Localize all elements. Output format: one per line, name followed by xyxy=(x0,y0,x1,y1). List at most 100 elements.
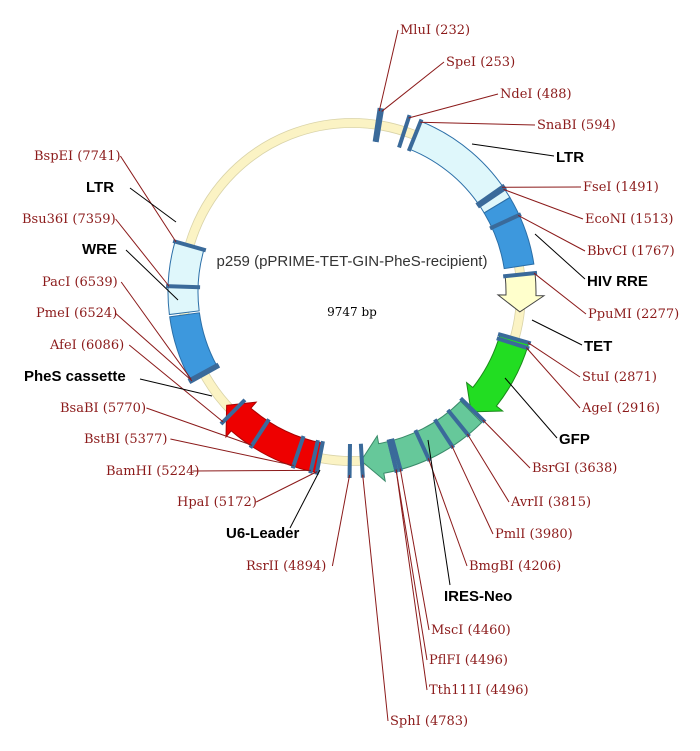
site-leader-bbvci xyxy=(517,214,586,252)
leader-hiv-rre xyxy=(534,233,586,280)
site-tick-ndei xyxy=(397,114,412,149)
leader-u6-leader xyxy=(289,469,321,529)
site-label-spei: SpeI (253) xyxy=(446,55,515,70)
site-label-bsu36i: Bsu36I (7359) xyxy=(22,212,116,227)
site-leader-stui xyxy=(527,342,581,378)
site-tick-hpai xyxy=(314,440,325,475)
site-label-layer: MluI (232) SpeI (253) NdeI (488) SnaBI (594… xyxy=(22,23,679,729)
feature-tet xyxy=(496,272,546,313)
site-leader-bsabi xyxy=(146,407,253,446)
site-label-sphi: SphI (4783) xyxy=(390,714,468,729)
site-tick-avrii xyxy=(446,408,471,438)
site-label-afei: AfeI (6086) xyxy=(49,338,124,353)
site-leader-pmei xyxy=(114,312,193,382)
leader-wre xyxy=(125,249,179,301)
site-tick-agei xyxy=(496,336,530,351)
site-leader-pflfi xyxy=(395,469,428,661)
site-tick-mlui xyxy=(372,107,382,142)
site-leader-pmli xyxy=(451,445,494,535)
site-label-stui: StuI (2871) xyxy=(582,370,657,385)
leader-ltr-right xyxy=(471,143,555,157)
site-label-rsrii: RsrII (4894) xyxy=(246,559,326,574)
feature-label-hiv-rre: HIV RRE xyxy=(587,273,648,290)
site-leader-snabi xyxy=(420,121,536,126)
site-label-pflfi: PflFI (4496) xyxy=(429,653,508,668)
plasmid-title: p259 (pPRIME-TET-GIN-PheS-recipient) xyxy=(217,253,488,270)
site-leader-bsu36i xyxy=(115,218,170,287)
leader-ires-neo xyxy=(427,439,451,586)
site-leader-agei xyxy=(525,347,581,409)
site-leader-paci xyxy=(120,281,192,380)
site-label-bspei: BspEI (7741) xyxy=(34,149,121,164)
feature-label-u6-leader: U6-Leader xyxy=(226,525,300,542)
site-leader-avrii xyxy=(466,433,510,503)
site-label-bbvci: BbvCI (1767) xyxy=(587,244,675,259)
leader-ltr-left xyxy=(129,187,177,223)
site-label-pmli: PmlI (3980) xyxy=(495,527,573,542)
site-tick-bsabi xyxy=(248,418,271,449)
site-leader-econi xyxy=(503,188,584,220)
site-tick-snabi xyxy=(406,118,424,152)
site-tick-spei xyxy=(374,108,385,143)
site-label-paci: PacI (6539) xyxy=(42,275,118,290)
site-label-bmgbi: BmgBI (4206) xyxy=(469,559,561,574)
leader-tet xyxy=(531,319,583,346)
site-tick-msci xyxy=(390,438,403,472)
feature-label-wre: WRE xyxy=(82,241,117,258)
site-tick-econi xyxy=(476,186,508,209)
feature-label-tet: TET xyxy=(584,338,612,355)
feature-ltr-left xyxy=(167,241,205,316)
leader-gfp xyxy=(504,377,558,439)
site-leader-afei xyxy=(128,344,224,423)
site-label-ndei: NdeI (488) xyxy=(500,87,572,102)
site-tick-layer xyxy=(166,107,538,479)
site-tick-pmli xyxy=(433,418,455,450)
site-leader-bspei xyxy=(119,155,177,243)
site-tick-bsrgi xyxy=(459,396,487,424)
site-label-bsabi: BsaBI (5770) xyxy=(60,401,146,416)
site-leader-rsrii xyxy=(331,474,351,567)
feature-ltr-right xyxy=(408,120,511,214)
site-tick-bstbi xyxy=(290,435,306,469)
feature-hiv-rre xyxy=(483,196,535,270)
site-tick-afei xyxy=(219,398,247,426)
site-leader-layer xyxy=(114,29,587,722)
site-label-ppumi: PpuMI (2277) xyxy=(588,307,679,322)
site-tick-bbvci xyxy=(489,212,522,231)
site-tick-bspei xyxy=(172,239,207,253)
feature-label-phes: PheS cassette xyxy=(24,368,126,385)
site-leader-hpai xyxy=(255,471,318,503)
site-label-snabi: SnaBI (594) xyxy=(537,118,616,133)
site-tick-bamhi xyxy=(308,439,320,474)
site-leader-mlui xyxy=(378,29,399,112)
site-tick-bsu36i xyxy=(166,284,201,290)
feature-wre xyxy=(169,312,218,381)
site-label-tth111i: Tth111I (4496) xyxy=(429,683,529,698)
site-tick-bmgbi xyxy=(413,429,432,462)
site-label-agei: AgeI (2916) xyxy=(581,401,660,416)
site-label-econi: EcoNI (1513) xyxy=(585,212,673,227)
site-label-pmei: PmeI (6524) xyxy=(36,306,117,321)
site-tick-paci xyxy=(187,362,220,383)
site-leader-ppumi xyxy=(533,272,587,315)
feature-label-gfp: GFP xyxy=(559,431,590,448)
site-leader-bamhi xyxy=(192,469,312,472)
feature-label-ltr-right: LTR xyxy=(556,149,584,166)
site-leader-bmgbi xyxy=(427,458,468,567)
site-leader-tth111i xyxy=(395,469,428,691)
site-label-msci: MscI (4460) xyxy=(431,623,511,638)
feature-leaders xyxy=(125,143,586,586)
plasmid-size: 9747 bp xyxy=(327,305,377,319)
site-label-avrii: AvrII (3815) xyxy=(510,495,591,510)
site-leader-bstbi xyxy=(170,438,294,466)
feature-labels: LTR HIV RRE TET GFP IRES-Neo U6-Leader P… xyxy=(24,149,648,605)
feature-label-ltr-left: LTR xyxy=(86,179,114,196)
feature-pheS xyxy=(225,401,323,474)
site-label-bstbi: BstBI (5377) xyxy=(84,432,168,447)
site-leader-sphi xyxy=(362,474,389,722)
site-label-bamhi: BamHI (5224) xyxy=(106,464,199,479)
site-tick-fsei xyxy=(475,183,506,207)
site-label-hpai: HpaI (5172) xyxy=(177,495,257,510)
site-leader-msci xyxy=(399,468,430,631)
